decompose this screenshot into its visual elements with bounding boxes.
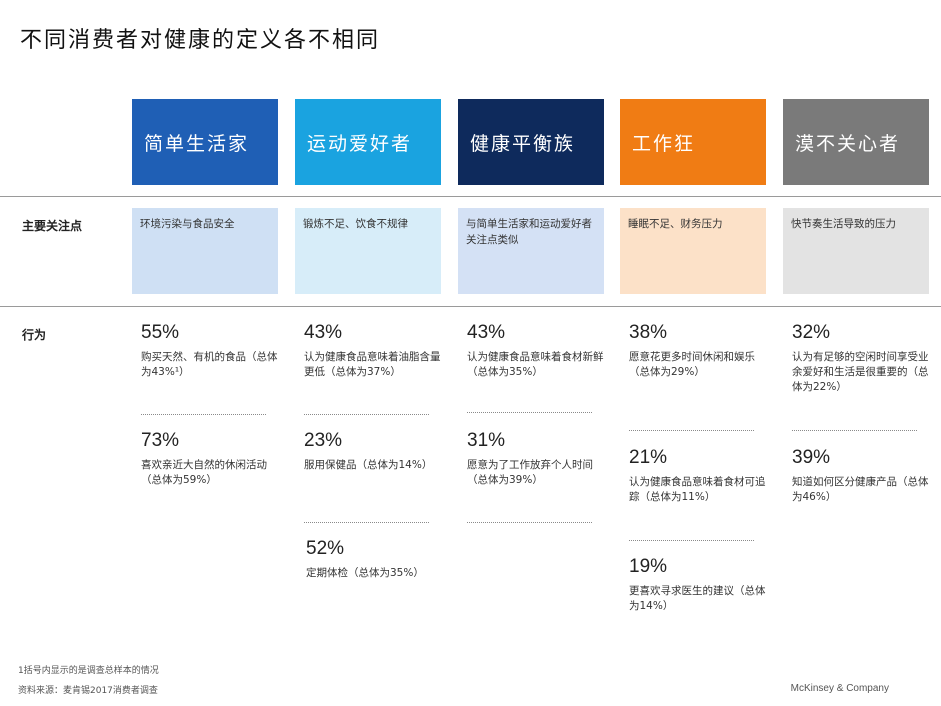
stat-block: 43% 认为健康食品意味着食材新鲜（总体为35%） [467,322,613,380]
stat-separator [629,430,754,431]
stat-percent: 19% [629,556,668,577]
stat-separator [792,430,917,431]
footnote: 1括号内显示的是调查总样本的情况 [18,666,159,676]
stat-block: 73% 喜欢亲近大自然的休闲活动（总体为59%） [141,430,287,488]
stat-percent: 32% [792,322,831,343]
segment-focus-health-balance: 与简单生活家和运动爱好者关注点类似 [458,208,604,294]
stat-separator [304,522,429,523]
source-note: 资料来源：麦肯锡2017消费者调查 [18,686,158,696]
stat-description: 愿意花更多时间休闲和娱乐（总体为29%） [629,351,755,378]
divider-middle [0,306,941,307]
stat-description: 知道如何区分健康产品（总体为46%） [792,476,929,503]
row-label-behavior: 行为 [22,328,47,342]
stat-block: 38% 愿意花更多时间休闲和娱乐（总体为29%） [629,322,775,380]
stat-separator [304,414,429,415]
segment-header-sports-lover: 运动爱好者 [295,99,441,185]
divider-top [0,196,941,197]
segment-header-indifferent: 漠不关心者 [783,99,929,185]
stat-description: 认为有足够的空闲时间享受业余爱好和生活是很重要的（总体为22%） [792,351,929,393]
segment-focus-simple-life: 环境污染与食品安全 [132,208,278,294]
stat-percent: 55% [141,322,180,343]
stat-block: 21% 认为健康食品意味着食材可追踪（总体为11%） [629,447,775,505]
stat-description: 更喜欢寻求医生的建议（总体为14%） [629,585,766,612]
stat-description: 喜欢亲近大自然的休闲活动（总体为59%） [141,459,267,486]
stat-block: 52% 定期体检（总体为35%） [306,538,452,581]
stat-percent: 39% [792,447,831,468]
stat-block: 55% 购买天然、有机的食品（总体为43%¹） [141,322,287,380]
stat-percent: 43% [304,322,343,343]
segment-header-simple-life: 简单生活家 [132,99,278,185]
segment-focus-workaholic: 睡眠不足、财务压力 [620,208,766,294]
stat-description: 认为健康食品意味着食材新鲜（总体为35%） [467,351,604,378]
stat-block: 39% 知道如何区分健康产品（总体为46%） [792,447,938,505]
stat-description: 购买天然、有机的食品（总体为43%¹） [141,351,278,378]
stat-description: 服用保健品（总体为14%） [304,459,433,471]
stat-percent: 38% [629,322,668,343]
stat-block: 23% 服用保健品（总体为14%） [304,430,450,473]
segment-focus-indifferent: 快节奏生活导致的压力 [783,208,929,294]
stat-percent: 23% [304,430,343,451]
stat-percent: 31% [467,430,506,451]
stat-description: 认为健康食品意味着油脂含量更低（总体为37%） [304,351,441,378]
stat-description: 认为健康食品意味着食材可追踪（总体为11%） [629,476,766,503]
brand-mark: McKinsey & Company [790,683,889,694]
stat-separator [467,522,592,523]
stat-separator [141,414,266,415]
stat-block: 31% 愿意为了工作放弃个人时间（总体为39%） [467,430,613,488]
stat-description: 愿意为了工作放弃个人时间（总体为39%） [467,459,593,486]
stat-description: 定期体检（总体为35%） [306,567,424,579]
page-title: 不同消费者对健康的定义各不相同 [20,28,381,53]
segment-header-workaholic: 工作狂 [620,99,766,185]
segment-focus-sports-lover: 锻炼不足、饮食不规律 [295,208,441,294]
stat-block: 32% 认为有足够的空闲时间享受业余爱好和生活是很重要的（总体为22%） [792,322,938,395]
stat-percent: 73% [141,430,180,451]
stat-separator [467,412,592,413]
stat-block: 19% 更喜欢寻求医生的建议（总体为14%） [629,556,775,614]
stat-block: 43% 认为健康食品意味着油脂含量更低（总体为37%） [304,322,450,380]
stat-percent: 43% [467,322,506,343]
segment-header-health-balance: 健康平衡族 [458,99,604,185]
row-label-focus: 主要关注点 [22,219,83,233]
stat-separator [629,540,754,541]
stat-percent: 21% [629,447,668,468]
stat-percent: 52% [306,538,345,559]
